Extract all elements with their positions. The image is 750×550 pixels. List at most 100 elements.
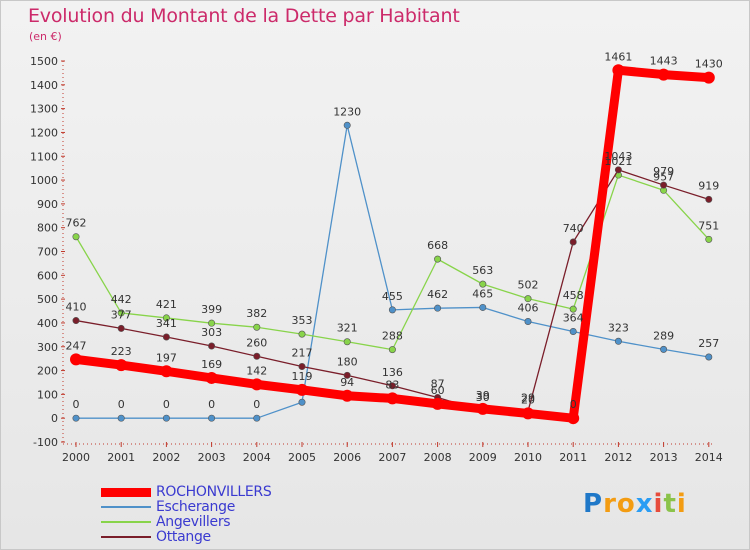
data-label-angevillers: 668 <box>427 239 448 252</box>
data-label-rochonvillers: 39 <box>476 389 490 402</box>
data-point-ottange <box>660 181 668 189</box>
logo-letter: x <box>635 489 654 519</box>
data-point-angevillers <box>388 346 396 354</box>
data-point-angevillers <box>705 235 713 243</box>
y-tick-label: 300 <box>37 341 58 354</box>
data-label-angevillers: 399 <box>201 303 222 316</box>
logo-letter: t <box>663 489 677 519</box>
data-label-angevillers: 353 <box>292 314 313 327</box>
data-point-rochonvillers <box>522 407 534 420</box>
chart-subtitle: (en €) <box>29 30 62 43</box>
data-point-ottange <box>388 382 396 390</box>
y-tick-label: 600 <box>37 269 58 282</box>
data-point-ottange <box>253 352 261 360</box>
data-point-angevillers <box>524 295 532 303</box>
data-label-rochonvillers: 119 <box>292 370 313 383</box>
data-point-ottange <box>298 363 306 371</box>
data-point-angevillers <box>253 323 261 331</box>
data-label-angevillers: 751 <box>698 219 719 232</box>
data-point-escherange <box>479 303 487 311</box>
data-label-escherange: 406 <box>518 302 539 315</box>
data-point-rochonvillers <box>657 68 670 81</box>
data-point-escherange <box>162 414 170 422</box>
data-label-rochonvillers: 1461 <box>604 50 632 63</box>
y-tick-label: 1200 <box>30 126 58 139</box>
chart-title: Evolution du Montant de la Dette par Hab… <box>28 5 460 27</box>
x-tick-label: 2006 <box>333 451 361 464</box>
x-tick-label: 2009 <box>469 451 497 464</box>
legend-label: Ottange <box>156 529 211 545</box>
data-point-ottange <box>343 371 351 379</box>
data-label-rochonvillers: 169 <box>201 358 222 371</box>
data-label-rochonvillers: 0 <box>570 398 577 411</box>
x-tick-label: 2014 <box>695 451 723 464</box>
data-label-rochonvillers: 223 <box>111 345 132 358</box>
data-point-escherange <box>117 414 125 422</box>
logo-letter: i <box>653 489 664 519</box>
legend-label: ROCHONVILLERS <box>156 484 272 500</box>
data-point-angevillers <box>162 314 170 322</box>
data-point-angevillers <box>479 280 487 288</box>
data-point-ottange <box>208 342 216 350</box>
data-label-ottange: 979 <box>653 165 674 178</box>
data-label-ottange: 260 <box>246 336 267 349</box>
data-point-rochonvillers <box>386 392 399 405</box>
y-tick-label: 100 <box>37 388 58 401</box>
data-point-rochonvillers <box>296 383 308 396</box>
logo-letter: P <box>583 489 604 519</box>
data-label-escherange: 323 <box>608 321 629 334</box>
data-point-angevillers <box>208 319 216 327</box>
y-tick-label: 900 <box>37 198 58 211</box>
data-label-ottange: 30 <box>476 391 490 404</box>
y-tick-label: -100 <box>33 436 58 449</box>
logo-letter: o <box>616 489 636 519</box>
data-label-ottange: 29 <box>521 391 535 404</box>
data-label-rochonvillers: 247 <box>66 339 87 352</box>
data-label-angevillers: 762 <box>66 217 87 230</box>
data-point-angevillers <box>117 309 125 317</box>
data-label-escherange: 289 <box>653 329 674 342</box>
data-label-rochonvillers: 20 <box>521 393 535 406</box>
data-label-ottange: 1043 <box>604 150 632 163</box>
data-point-escherange <box>298 398 306 406</box>
data-label-ottange: 341 <box>156 317 177 330</box>
x-tick-label: 2010 <box>514 451 542 464</box>
data-label-ottange: 217 <box>292 347 313 360</box>
data-point-rochonvillers <box>431 397 444 410</box>
x-tick-label: 2001 <box>107 451 135 464</box>
legend-label: Escherange <box>156 499 236 515</box>
data-label-escherange: 0 <box>163 398 170 411</box>
y-tick-label: 1000 <box>30 174 58 187</box>
legend-swatch <box>101 487 151 497</box>
data-label-rochonvillers: 83 <box>385 378 399 391</box>
data-label-escherange: 257 <box>698 337 719 350</box>
data-point-rochonvillers <box>250 378 263 391</box>
data-label-ottange: 410 <box>66 301 87 314</box>
data-label-rochonvillers: 60 <box>431 384 445 397</box>
data-label-ottange: 919 <box>698 179 719 192</box>
legend-swatch <box>101 521 151 523</box>
data-point-ottange <box>705 195 713 203</box>
data-point-angevillers <box>434 255 442 263</box>
data-label-ottange: 180 <box>337 355 358 368</box>
data-label-angevillers: 563 <box>472 264 493 277</box>
y-tick-label: 1400 <box>30 79 58 92</box>
x-tick-label: 2002 <box>152 451 180 464</box>
data-point-escherange <box>660 345 668 353</box>
legend-label: Angevillers <box>156 514 231 530</box>
y-tick-label: 0 <box>51 412 58 425</box>
data-label-angevillers: 321 <box>337 322 358 335</box>
data-label-angevillers: 957 <box>653 170 674 183</box>
data-point-rochonvillers <box>567 412 580 425</box>
data-label-angevillers: 1021 <box>604 155 632 168</box>
data-point-rochonvillers <box>70 353 82 366</box>
data-point-rochonvillers <box>160 365 173 378</box>
data-point-escherange <box>253 414 261 422</box>
data-label-escherange: 455 <box>382 290 403 303</box>
data-label-ottange: 87 <box>431 377 445 390</box>
x-tick-label: 2007 <box>378 451 406 464</box>
data-point-ottange <box>162 333 170 341</box>
data-label-escherange: 0 <box>73 398 80 411</box>
